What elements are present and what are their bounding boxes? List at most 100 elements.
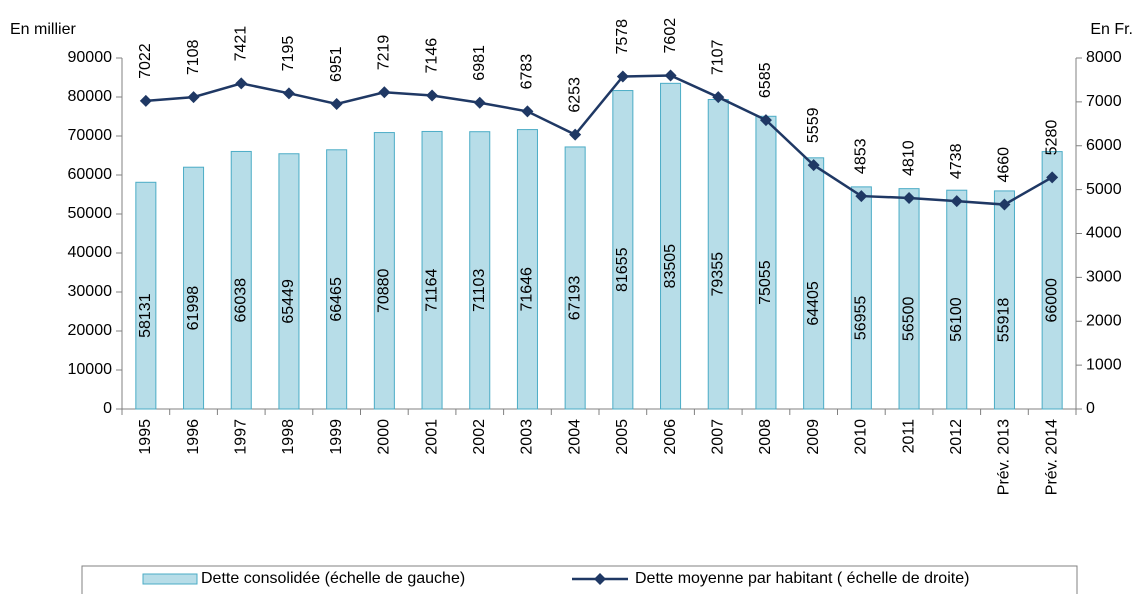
y-tick-label: 60000 (68, 166, 113, 183)
bar (612, 90, 634, 410)
bar-value-label: 79355 (709, 252, 726, 297)
line-value-label: 7022 (137, 43, 154, 79)
x-tick-label: 2005 (614, 419, 631, 455)
line-value-label: 5559 (805, 107, 822, 143)
y2-tick-label: 1000 (1086, 356, 1122, 373)
x-tick-label: 1995 (137, 419, 154, 455)
bar (135, 181, 157, 410)
line-marker (473, 96, 486, 109)
bar (469, 131, 491, 410)
line-marker (1046, 171, 1059, 184)
bar (326, 149, 348, 410)
bar (898, 188, 920, 410)
bar-value-label: 66465 (328, 277, 345, 322)
bar-value-label: 70880 (376, 268, 393, 313)
bar (230, 150, 252, 410)
bar-value-label: 71103 (471, 269, 488, 312)
y2-tick-label: 2000 (1086, 312, 1122, 329)
line-value-label: 4810 (900, 140, 917, 176)
x-tick-label: 2001 (423, 419, 440, 455)
bar-value-label: 81655 (614, 247, 631, 292)
legend-marker (594, 573, 606, 585)
y2-tick-label: 8000 (1086, 49, 1122, 66)
x-tick-label: 2004 (566, 419, 583, 455)
bar (564, 146, 586, 410)
line-value-label: 7578 (614, 19, 631, 55)
bar-value-label: 71646 (519, 267, 536, 312)
bar-value-label: 64405 (805, 281, 822, 326)
x-tick-label: 2010 (853, 419, 870, 455)
legend-swatch (142, 573, 198, 585)
bar (850, 186, 872, 410)
x-tick-label: 2002 (471, 419, 488, 455)
legend-label: Dette moyenne par habitant ( échelle de … (635, 570, 969, 587)
bar (421, 130, 443, 410)
x-tick-label: Prév. 2013 (996, 419, 1013, 495)
line-marker (330, 98, 343, 111)
bar-value-label: 75055 (757, 260, 774, 305)
bar (1041, 151, 1063, 410)
y2-tick-label: 6000 (1086, 137, 1122, 154)
x-tick-label: 1998 (280, 419, 297, 455)
legend-label: Dette consolidée (échelle de gauche) (201, 570, 465, 587)
y-tick-label: 90000 (68, 49, 113, 66)
x-tick-label: Prév. 2014 (1043, 419, 1060, 495)
bar (278, 153, 300, 410)
y-tick-label: 10000 (68, 361, 113, 378)
line-value-label: 7219 (376, 35, 393, 71)
line-marker (569, 128, 582, 141)
line-value-label: 7421 (232, 26, 249, 62)
line-marker (187, 91, 200, 104)
bar (803, 157, 825, 410)
line-value-label: 5280 (1043, 120, 1060, 156)
y2-tick-label: 3000 (1086, 269, 1122, 286)
line-marker (807, 159, 820, 172)
line-marker (950, 195, 963, 208)
bar-value-label: 56100 (948, 297, 965, 342)
line-value-label: 4738 (948, 143, 965, 179)
y-tick-label: 50000 (68, 205, 113, 222)
line-marker (139, 94, 152, 107)
bar (516, 129, 538, 410)
y-tick-label: 20000 (68, 322, 113, 339)
line-marker (998, 198, 1011, 211)
line (145, 74, 1053, 206)
line-value-label: 7602 (662, 18, 679, 54)
line-value-label: 4853 (853, 138, 870, 174)
bar (993, 190, 1015, 410)
bar-value-label: 61998 (185, 286, 202, 331)
line-marker (616, 70, 629, 83)
line-marker (521, 105, 534, 118)
legend-box (81, 565, 1078, 594)
bar (946, 189, 968, 410)
line-value-label: 7195 (280, 36, 297, 72)
bar-value-label: 65449 (280, 279, 297, 324)
x-tick-label: 1996 (185, 419, 202, 455)
line-value-label: 6951 (328, 46, 345, 82)
bar (660, 82, 682, 410)
x-tick-label: 1997 (232, 419, 249, 455)
line-marker (712, 91, 725, 104)
line-value-label: 7108 (185, 39, 202, 75)
line-value-label: 4660 (996, 147, 1013, 183)
x-tick-label: 2009 (805, 419, 822, 455)
y2-axis-title: En Fr. (1090, 21, 1133, 38)
line-marker (664, 69, 677, 82)
x-tick-label: 2003 (519, 419, 536, 455)
bar-value-label: 55918 (996, 298, 1013, 343)
bar-value-label: 58131 (137, 293, 154, 338)
line-marker (235, 77, 248, 90)
y-tick-label: 30000 (68, 283, 113, 300)
bar-value-label: 66000 (1043, 278, 1060, 323)
y-tick-label: 40000 (68, 244, 113, 261)
line-value-label: 6783 (519, 54, 536, 90)
x-tick-label: 2008 (757, 419, 774, 455)
x-tick-label: 2012 (948, 419, 965, 455)
bar (183, 166, 205, 410)
bar-value-label: 56500 (900, 296, 917, 341)
line-value-label: 7146 (423, 38, 440, 74)
bar (373, 132, 395, 410)
line-marker (378, 86, 391, 99)
x-tick-label: 2000 (376, 419, 393, 455)
